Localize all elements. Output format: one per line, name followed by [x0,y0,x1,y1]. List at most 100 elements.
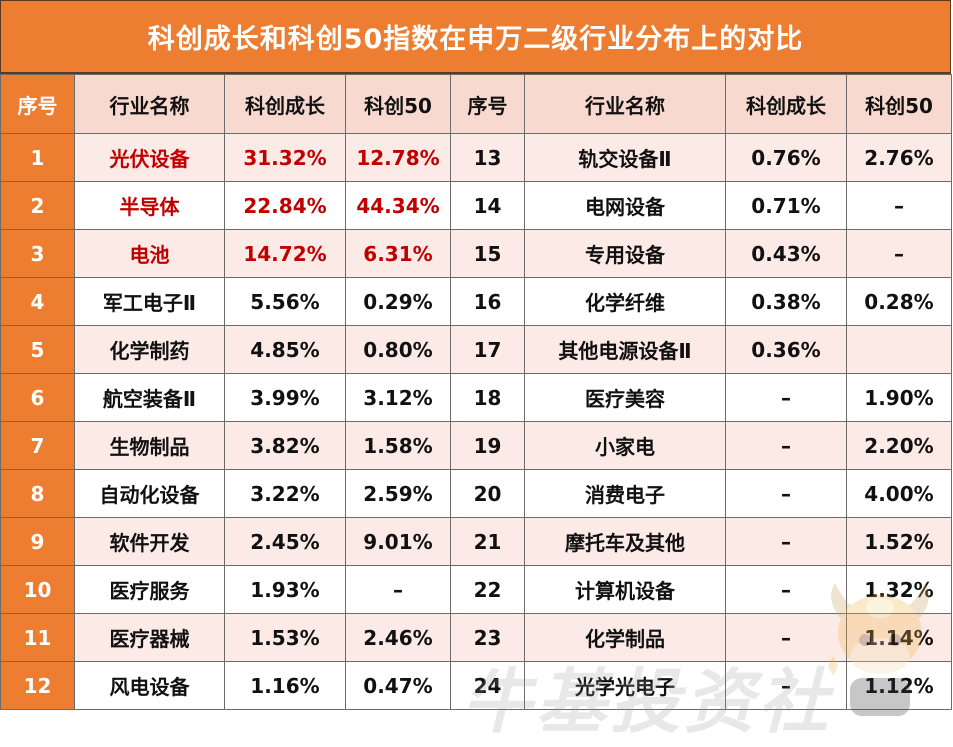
row-growth-left: 2.45% [224,517,346,566]
row-kc50-left: 2.46% [345,613,451,662]
row-kc50-left: 6.31% [345,229,451,278]
row-growth-left: 5.56% [224,277,346,326]
row-kc50-right: 2.76% [846,133,952,182]
row-growth-left: 3.99% [224,373,346,422]
row-industry-left: 航空装备Ⅱ [74,373,225,422]
row-industry-left: 半导体 [74,181,225,230]
row-industry-right: 消费电子 [524,469,726,518]
row-seq-left: 10 [0,565,75,614]
row-industry-left: 软件开发 [74,517,225,566]
row-growth-right: – [725,613,847,662]
row-growth-left: 22.84% [224,181,346,230]
row-industry-right: 轨交设备Ⅱ [524,133,726,182]
row-kc50-right: 1.12% [846,661,952,710]
table-row: 2 半导体 22.84% 44.34% 14 电网设备 0.71% – [0,181,952,230]
row-seq-right: 13 [450,133,525,182]
header-industry-left: 行业名称 [74,74,225,134]
row-seq-right: 23 [450,613,525,662]
row-industry-right: 化学纤维 [524,277,726,326]
row-kc50-left: 3.12% [345,373,451,422]
table-row: 10 医疗服务 1.93% –22 计算机设备 –1.32% [0,565,952,614]
row-seq-left: 7 [0,421,75,470]
table-row: 9 软件开发 2.45% 9.01% 21 摩托车及其他 –1.52% [0,517,952,566]
row-industry-left: 医疗服务 [74,565,225,614]
row-industry-left: 军工电子Ⅱ [74,277,225,326]
table-row: 6 航空装备Ⅱ 3.99% 3.12% 18 医疗美容 –1.90% [0,373,952,422]
row-industry-left: 光伏设备 [74,133,225,182]
row-growth-right: – [725,373,847,422]
row-seq-left: 12 [0,661,75,710]
row-kc50-right: 4.00% [846,469,952,518]
table-row: 4 军工电子Ⅱ 5.56% 0.29% 16 化学纤维 0.38% 0.28% [0,277,952,326]
row-kc50-left: 1.58% [345,421,451,470]
row-growth-left: 3.22% [224,469,346,518]
header-kc50-left: 科创50 [345,74,451,134]
row-growth-right: – [725,421,847,470]
header-industry-right: 行业名称 [524,74,726,134]
row-growth-right: 0.76% [725,133,847,182]
row-industry-left: 自动化设备 [74,469,225,518]
row-seq-left: 9 [0,517,75,566]
row-seq-right: 16 [450,277,525,326]
row-industry-right: 其他电源设备Ⅱ [524,325,726,374]
row-industry-right: 摩托车及其他 [524,517,726,566]
row-growth-right: – [725,661,847,710]
header-growth-left: 科创成长 [224,74,346,134]
row-seq-right: 17 [450,325,525,374]
row-seq-right: 24 [450,661,525,710]
row-industry-right: 小家电 [524,421,726,470]
table-row: 12 风电设备 1.16% 0.47% 24 光学光电子 –1.12% [0,661,952,710]
header-seq-left: 序号 [0,74,75,134]
row-kc50-right: 1.52% [846,517,952,566]
row-industry-right: 光学光电子 [524,661,726,710]
header-kc50-right: 科创50 [846,74,952,134]
table-row: 3 电池 14.72% 6.31% 15 专用设备 0.43% – [0,229,952,278]
row-growth-left: 14.72% [224,229,346,278]
row-seq-right: 18 [450,373,525,422]
industry-comparison-table: 序号 行业名称 科创成长 科创50 序号 行业名称 科创成长 科创50 1 光伏设… [0,74,952,710]
row-growth-right: 0.43% [725,229,847,278]
row-growth-left: 4.85% [224,325,346,374]
row-kc50-right: 1.14% [846,613,952,662]
row-kc50-right: 2.20% [846,421,952,470]
row-seq-left: 4 [0,277,75,326]
row-growth-right: – [725,469,847,518]
table-row: 7 生物制品 3.82% 1.58% 19 小家电 –2.20% [0,421,952,470]
row-growth-left: 1.16% [224,661,346,710]
row-industry-left: 电池 [74,229,225,278]
row-seq-left: 3 [0,229,75,278]
row-growth-left: 31.32% [224,133,346,182]
row-kc50-left: 9.01% [345,517,451,566]
row-growth-right: – [725,565,847,614]
row-seq-left: 8 [0,469,75,518]
row-growth-left: 1.53% [224,613,346,662]
row-seq-right: 15 [450,229,525,278]
row-kc50-right: 1.32% [846,565,952,614]
row-industry-left: 医疗器械 [74,613,225,662]
table-title: 科创成长和科创50指数在申万二级行业分布上的对比 [0,0,951,74]
row-industry-right: 医疗美容 [524,373,726,422]
row-seq-right: 22 [450,565,525,614]
row-kc50-right: – [846,229,952,278]
row-kc50-left: 0.29% [345,277,451,326]
row-kc50-left: 0.47% [345,661,451,710]
row-seq-left: 2 [0,181,75,230]
row-industry-right: 计算机设备 [524,565,726,614]
table-row: 8 自动化设备 3.22% 2.59% 20 消费电子 –4.00% [0,469,952,518]
row-growth-right: – [725,517,847,566]
row-kc50-left: 44.34% [345,181,451,230]
header-seq-right: 序号 [450,74,525,134]
row-seq-left: 1 [0,133,75,182]
row-industry-left: 化学制药 [74,325,225,374]
table-row: 1 光伏设备 31.32% 12.78% 13 轨交设备Ⅱ 0.76% 2.76% [0,133,952,182]
row-seq-left: 11 [0,613,75,662]
row-kc50-right [846,325,952,374]
row-growth-right: 0.38% [725,277,847,326]
row-kc50-left: 2.59% [345,469,451,518]
table-row: 11 医疗器械 1.53% 2.46% 23 化学制品 –1.14% [0,613,952,662]
header-growth-right: 科创成长 [725,74,847,134]
row-kc50-left: 0.80% [345,325,451,374]
row-industry-right: 化学制品 [524,613,726,662]
row-growth-left: 1.93% [224,565,346,614]
